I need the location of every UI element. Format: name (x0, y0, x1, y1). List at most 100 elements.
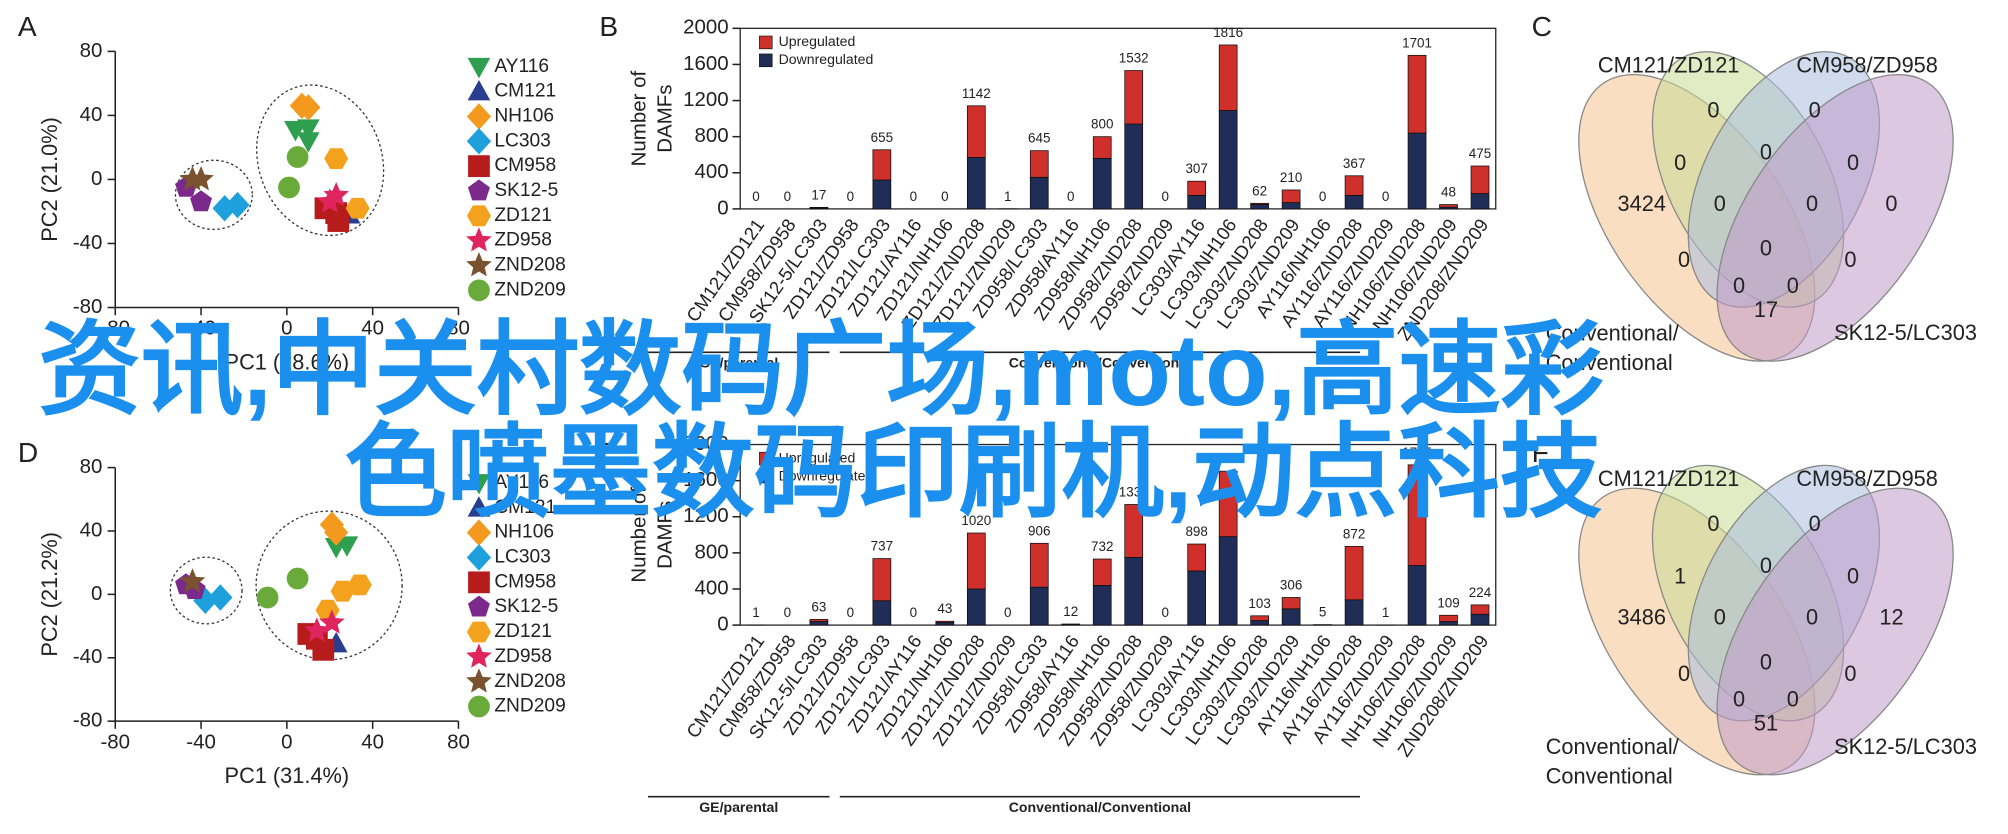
bar-segment (1250, 204, 1269, 210)
venn-count: 0 (1809, 97, 1821, 122)
marker (286, 567, 309, 590)
marker (286, 146, 309, 168)
legend-marker (468, 279, 490, 302)
y-tick-label: 800 (695, 124, 729, 147)
legend-marker (466, 205, 491, 227)
y-tick-label: 800 (695, 540, 729, 563)
bar-total-label: 0 (910, 605, 917, 620)
venn-label: SK12-5/LC303 (1834, 320, 1977, 345)
legend-label: NH106 (494, 106, 554, 127)
venn-count: 0 (1847, 150, 1859, 175)
legend-swatch (759, 53, 773, 68)
y-axis-label: DAMFs (653, 85, 676, 153)
x-tick-label: 0 (281, 317, 292, 340)
legend-swatch (759, 469, 773, 484)
legend-label: LC303 (494, 130, 551, 151)
legend-marker (467, 474, 491, 495)
bar-total-label: 0 (941, 189, 948, 204)
bar-segment (966, 588, 986, 626)
x-tick-label: 80 (447, 317, 470, 340)
venn-count: 0 (1674, 150, 1686, 175)
y-tick-label: 40 (80, 518, 103, 541)
venn-count: 51 (1754, 711, 1778, 736)
marker (330, 580, 355, 602)
venn-label: SK12-5/LC303 (1834, 734, 1977, 759)
bar-total-label: 307 (1185, 161, 1207, 176)
cluster-outline (169, 556, 243, 625)
cluster-outline (255, 510, 403, 661)
y-tick-label: 0 (91, 167, 102, 190)
bar-total-label: 0 (1382, 189, 1389, 204)
legend-label: ZD121 (494, 621, 552, 642)
bar-total-label: 1705 (1213, 451, 1243, 466)
bar-total-label: 1775 (1402, 445, 1432, 460)
marker (347, 574, 372, 596)
bar-segment (1344, 599, 1364, 626)
legend-marker (466, 252, 492, 277)
watermark: 色喷墨数码印刷机,动点科技 (344, 414, 1602, 529)
marker (179, 568, 206, 593)
legend-marker (466, 621, 491, 643)
venn-count: 0 (1733, 273, 1745, 298)
bar-segment (1124, 70, 1144, 125)
bar-segment (1407, 54, 1427, 134)
bar-total-label: 210 (1280, 170, 1302, 185)
venn-count: 1 (1674, 563, 1686, 588)
bar-segment (1218, 110, 1238, 210)
bar-total-label: 17 (811, 187, 826, 202)
bar-segment (809, 206, 829, 209)
legend-label: CM121 (494, 497, 556, 518)
legend-label: Downregulated (779, 467, 874, 483)
legend-marker (466, 128, 492, 155)
x-axis-label: PC1 (31.4%) (225, 763, 350, 788)
y-tick-label: 1200 (683, 88, 729, 111)
bar-segment (809, 619, 829, 622)
y-tick-label: 80 (80, 455, 103, 478)
venn-count: 0 (1787, 273, 1799, 298)
y-tick-label: -40 (73, 231, 103, 254)
bar-total-label: 62 (1252, 183, 1267, 198)
legend-label: ZND208 (494, 671, 565, 692)
y-tick-label: 400 (695, 160, 729, 183)
bar-segment (1281, 608, 1301, 626)
panel-letter: F (1532, 436, 1549, 468)
panel-letter: E (599, 436, 618, 468)
y-tick-label: 1200 (683, 504, 729, 527)
bar-total-label: 475 (1469, 146, 1491, 161)
bar-segment (1407, 565, 1427, 626)
bar-total-label: 109 (1437, 595, 1459, 610)
venn-count: 0 (1714, 604, 1726, 629)
legend-label: ZND209 (494, 696, 565, 717)
x-tick-label: 0 (281, 730, 292, 753)
y-tick-label: 1600 (683, 52, 729, 75)
y-tick-label: -40 (73, 645, 103, 668)
bar-segment (1029, 586, 1049, 626)
bar-segment (1092, 157, 1112, 210)
legend-marker (466, 643, 492, 668)
bar-segment (1124, 557, 1144, 626)
bar-segment (1218, 44, 1238, 111)
legend-label: Downregulated (779, 51, 874, 67)
venn-count: 0 (1714, 191, 1726, 216)
venn-label: CM121/ZD121 (1598, 466, 1740, 491)
marker (296, 94, 321, 121)
bar-total-label: 0 (752, 189, 759, 204)
y-axis-label: Number of (628, 71, 651, 167)
bar-segment (1218, 470, 1238, 538)
bar-segment (1029, 150, 1049, 178)
legend-swatch (759, 451, 773, 466)
legend-marker (467, 179, 490, 201)
x-tick-label: 40 (361, 317, 384, 340)
marker (208, 584, 233, 611)
legend-label: CM121 (494, 81, 556, 102)
bar-segment (1344, 175, 1364, 196)
bar-total-label: 737 (871, 539, 893, 554)
venn-count: 0 (1733, 686, 1745, 711)
venn-set (1716, 487, 1954, 776)
marker (324, 148, 349, 170)
y-axis-label: Number of (628, 487, 651, 583)
bar-total-label: 1 (1382, 605, 1389, 620)
venn-count: 3486 (1618, 604, 1666, 629)
bar-segment (1439, 614, 1458, 622)
